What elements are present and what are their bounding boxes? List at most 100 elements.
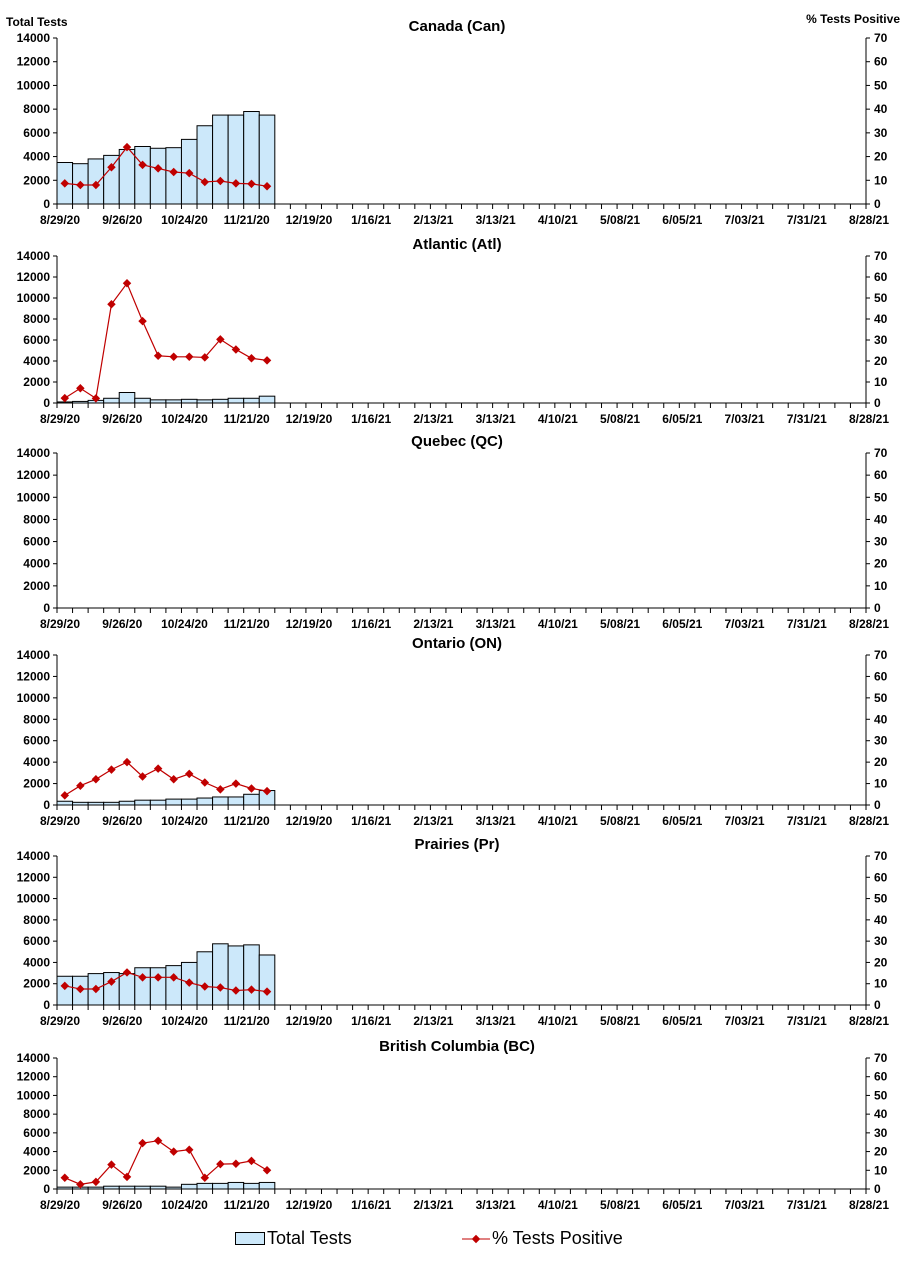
legend-pct-positive-label: % Tests Positive xyxy=(492,1228,623,1248)
y-right-tick-label: 70 xyxy=(874,849,888,863)
panel-title: Atlantic (Atl) xyxy=(412,236,501,253)
legend-bar-swatch xyxy=(235,1232,265,1245)
y-right-tick-label: 50 xyxy=(874,78,888,92)
y-right-tick-label: 10 xyxy=(874,1163,888,1177)
x-tick-label: 9/26/20 xyxy=(102,213,142,227)
y-left-tick-label: 4000 xyxy=(23,955,50,969)
y-left-tick-label: 12000 xyxy=(17,669,51,683)
x-tick-label: 9/26/20 xyxy=(102,814,142,828)
y-left-tick-label: 12000 xyxy=(17,55,51,69)
x-tick-label: 6/05/21 xyxy=(662,1014,702,1028)
x-tick-label: 7/31/21 xyxy=(787,213,827,227)
y-right-tick-label: 20 xyxy=(874,354,888,368)
y-right-tick-label: 50 xyxy=(874,691,888,705)
bar-total-tests xyxy=(103,154,120,205)
x-tick-label: 2/13/21 xyxy=(413,213,453,227)
x-tick-label: 12/19/20 xyxy=(286,412,333,426)
panel-4: Prairies (Pr) 0 2000 4000 6000 8000 10000 12000… xyxy=(17,836,890,1028)
bar-total-tests xyxy=(56,975,74,1006)
marker-pct-positive xyxy=(138,1138,147,1148)
panel-title: Ontario (ON) xyxy=(412,635,502,652)
marker-pct-positive xyxy=(107,300,116,309)
marker-pct-positive xyxy=(216,335,225,344)
x-tick-label: 4/10/21 xyxy=(538,213,578,227)
y-left-tick-label: 10000 xyxy=(17,490,51,504)
bar-total-tests xyxy=(258,954,276,1006)
y-left-tick-label: 6000 xyxy=(23,126,50,140)
y-left-tick-label: 2000 xyxy=(23,375,50,389)
marker-pct-positive xyxy=(169,775,178,784)
y-left-tick-label: 14000 xyxy=(17,446,51,460)
legend-line-swatch xyxy=(462,1234,490,1243)
y-left-tick-label: 6000 xyxy=(23,333,50,347)
y-left-tick-label: 2000 xyxy=(23,777,50,791)
marker-pct-positive xyxy=(184,168,194,178)
bar-total-tests xyxy=(180,798,198,806)
y-right-tick-label: 60 xyxy=(874,669,888,683)
x-tick-label: 8/28/21 xyxy=(849,814,889,828)
y-right-tick-label: 60 xyxy=(874,55,888,69)
bar-total-tests xyxy=(149,147,167,205)
x-tick-label: 11/21/20 xyxy=(224,617,270,631)
x-tick-label: 7/31/21 xyxy=(787,1198,827,1212)
x-tick-label: 11/21/20 xyxy=(224,213,270,227)
bar-total-tests xyxy=(118,392,136,404)
x-tick-label: 11/21/20 xyxy=(224,814,270,828)
y-left-tick-label: 10000 xyxy=(17,1088,51,1102)
marker-pct-positive xyxy=(153,164,163,173)
y-right-tick-label: 0 xyxy=(874,998,881,1012)
bar-total-tests xyxy=(227,945,245,1006)
x-tick-label: 8/28/21 xyxy=(849,1198,889,1212)
panel-1: Atlantic (Atl) 0 2000 4000 6000 8000 10000 1200… xyxy=(17,236,890,426)
marker-pct-positive xyxy=(76,384,85,393)
x-tick-label: 7/03/21 xyxy=(725,1198,765,1212)
x-tick-label: 3/13/21 xyxy=(476,617,516,631)
y-left-tick-label: 8000 xyxy=(23,712,50,726)
y-right-tick-label: 10 xyxy=(874,579,888,593)
x-tick-label: 1/16/21 xyxy=(351,1198,391,1212)
y-right-tick-label: 60 xyxy=(874,1070,888,1084)
marker-pct-positive xyxy=(231,779,241,788)
y-left-axis-label: Total Tests xyxy=(6,15,68,29)
y-right-tick-label: 70 xyxy=(874,1051,888,1065)
x-tick-label: 4/10/21 xyxy=(538,1014,578,1028)
x-tick-label: 1/16/21 xyxy=(351,412,391,426)
x-tick-label: 1/16/21 xyxy=(351,617,391,631)
bar-total-tests xyxy=(212,796,229,806)
x-tick-label: 5/08/21 xyxy=(600,213,640,227)
y-right-tick-label: 40 xyxy=(874,1107,888,1121)
x-tick-label: 1/16/21 xyxy=(351,814,391,828)
x-tick-label: 8/29/20 xyxy=(40,814,80,828)
y-right-tick-label: 20 xyxy=(874,755,888,769)
y-right-tick-label: 0 xyxy=(874,798,881,812)
marker-pct-positive xyxy=(200,778,210,787)
bar-total-tests xyxy=(196,951,214,1006)
marker-pct-positive xyxy=(169,352,178,362)
y-left-tick-label: 10000 xyxy=(17,78,51,92)
marker-pct-positive xyxy=(60,393,70,403)
x-tick-label: 6/05/21 xyxy=(662,213,702,227)
y-right-tick-label: 50 xyxy=(874,892,888,906)
x-tick-label: 11/21/20 xyxy=(224,412,270,426)
bar-total-tests xyxy=(227,114,245,205)
x-tick-label: 11/21/20 xyxy=(224,1198,270,1212)
panel-2: Quebec (QC) 0 2000 4000 6000 8000 10000 12000 14… xyxy=(17,433,890,631)
y-left-tick-label: 14000 xyxy=(17,1051,51,1065)
x-tick-label: 6/05/21 xyxy=(662,617,702,631)
x-tick-label: 4/10/21 xyxy=(538,617,578,631)
marker-pct-positive xyxy=(262,181,272,191)
marker-pct-positive xyxy=(107,765,116,774)
y-right-tick-label: 10 xyxy=(874,375,888,389)
bar-total-tests xyxy=(196,797,214,806)
marker-pct-positive xyxy=(91,394,101,403)
y-left-tick-label: 2000 xyxy=(23,1163,50,1177)
marker-pct-positive xyxy=(76,180,85,190)
line-pct-positive xyxy=(64,282,268,400)
x-tick-label: 5/08/21 xyxy=(600,814,640,828)
y-right-tick-label: 30 xyxy=(874,126,888,140)
y-right-tick-label: 70 xyxy=(874,446,888,460)
panel-title: Prairies (Pr) xyxy=(414,836,499,853)
y-left-tick-label: 6000 xyxy=(23,535,50,549)
marker-pct-positive xyxy=(91,775,101,784)
